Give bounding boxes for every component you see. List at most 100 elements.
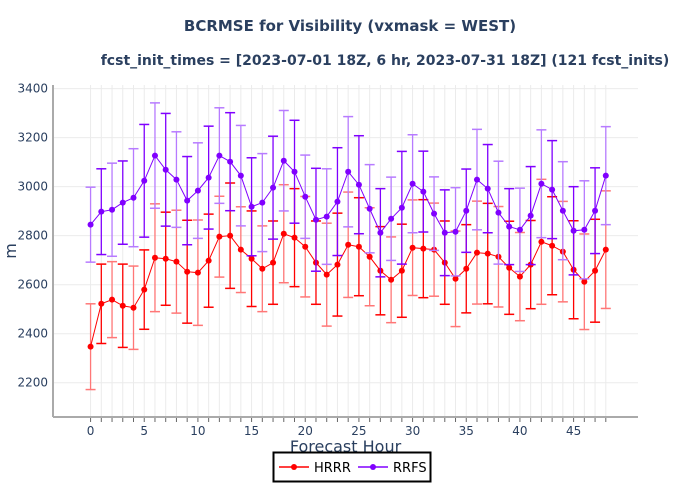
- hrrr-data-point: [538, 238, 545, 245]
- rrfs-data-point: [559, 207, 566, 214]
- hrrr-data-point: [141, 286, 148, 293]
- rrfs-data-point: [248, 203, 255, 210]
- rrfs-data-point: [441, 229, 448, 236]
- rrfs-data-point: [162, 166, 169, 173]
- x-axis-label: Forecast Hour: [290, 437, 402, 456]
- hrrr-data-point: [259, 265, 266, 272]
- rrfs-data-point: [355, 181, 362, 188]
- hrrr-data-point: [173, 258, 180, 265]
- hrrr-data-point: [302, 243, 309, 250]
- hrrr-data-point: [119, 302, 126, 309]
- rrfs-data-point: [98, 208, 105, 215]
- rrfs-data-point: [87, 221, 94, 228]
- rrfs-data-point: [280, 157, 287, 164]
- rrfs-data-point: [194, 187, 201, 194]
- rrfs-data-point: [205, 174, 212, 181]
- rrfs-data-point: [484, 185, 491, 192]
- rrfs-data-point: [592, 207, 599, 214]
- chart-subtitle: fcst_init_times = [2023-07-01 18Z, 6 hr,…: [100, 53, 670, 69]
- hrrr-data-point: [592, 267, 599, 274]
- rrfs-data-point: [527, 212, 534, 219]
- rrfs-data-point: [570, 227, 577, 234]
- y-axis-label: m: [1, 243, 20, 259]
- hrrr-data-point: [334, 261, 341, 268]
- hrrr-data-point: [452, 275, 459, 282]
- x-tick-label: 5: [140, 424, 148, 438]
- hrrr-data-point: [280, 230, 287, 237]
- x-tick-label: 15: [244, 424, 259, 438]
- rrfs-data-point: [409, 180, 416, 187]
- hrrr-data-point: [473, 249, 480, 256]
- hrrr-data-point: [216, 233, 223, 240]
- rrfs-data-point: [388, 215, 395, 222]
- hrrr-data-point: [398, 267, 405, 274]
- hrrr-data-point: [323, 271, 330, 278]
- x-tick-label: 10: [190, 424, 205, 438]
- rrfs-data-point: [323, 213, 330, 220]
- hrrr-data-point: [581, 278, 588, 285]
- hrrr-data-point: [270, 259, 277, 266]
- hrrr-data-point: [388, 276, 395, 283]
- y-tick-label: 3400: [17, 82, 48, 96]
- y-tick-label: 2600: [17, 278, 48, 292]
- hrrr-data-point: [130, 304, 137, 311]
- rrfs-legend-label: RRFS: [393, 461, 427, 476]
- rrfs-data-point: [602, 172, 609, 179]
- x-tick-label: 45: [566, 424, 581, 438]
- rrfs-data-point: [291, 168, 298, 175]
- rrfs-data-point: [431, 210, 438, 217]
- rrfs-data-point: [377, 229, 384, 236]
- rrfs-data-point: [473, 176, 480, 183]
- rrfs-data-point: [345, 168, 352, 175]
- rrfs-data-point: [495, 209, 502, 216]
- hrrr-legend-marker: [291, 464, 297, 470]
- hrrr-data-point: [227, 232, 234, 239]
- hrrr-data-point: [516, 273, 523, 280]
- hrrr-data-point: [602, 246, 609, 253]
- hrrr-data-point: [484, 250, 491, 257]
- chart-title: BCRMSE for Visibility (vxmask = WEST): [183, 17, 517, 35]
- hrrr-data-point: [98, 300, 105, 307]
- hrrr-data-point: [237, 246, 244, 253]
- rrfs-legend-marker: [370, 464, 376, 470]
- rrfs-data-point: [109, 206, 116, 213]
- rrfs-data-point: [216, 152, 223, 159]
- hrrr-data-point: [345, 241, 352, 248]
- rrfs-data-point: [581, 226, 588, 233]
- rrfs-data-point: [151, 152, 158, 159]
- hrrr-data-point: [109, 296, 116, 303]
- rrfs-data-point: [227, 158, 234, 165]
- rrfs-data-point: [119, 199, 126, 206]
- rrfs-data-point: [506, 223, 513, 230]
- rrfs-data-point: [184, 197, 191, 204]
- rrfs-data-point: [259, 199, 266, 206]
- rrfs-data-point: [130, 194, 137, 201]
- y-tick-label: 3200: [17, 131, 48, 145]
- rrfs-data-point: [538, 180, 545, 187]
- rrfs-data-point: [302, 193, 309, 200]
- hrrr-data-point: [87, 343, 94, 350]
- y-tick-label: 2800: [17, 229, 48, 243]
- rrfs-data-point: [516, 226, 523, 233]
- x-tick-label: 25: [351, 424, 366, 438]
- hrrr-data-point: [355, 243, 362, 250]
- y-tick-label: 2400: [17, 327, 48, 341]
- y-tick-label: 2200: [17, 376, 48, 390]
- hrrr-data-point: [291, 234, 298, 241]
- x-tick-label: 0: [87, 424, 95, 438]
- hrrr-data-point: [248, 255, 255, 262]
- hrrr-data-point: [205, 257, 212, 264]
- x-tick-label: 40: [512, 424, 527, 438]
- rrfs-data-point: [141, 177, 148, 184]
- hrrr-data-point: [549, 242, 556, 249]
- y-tick-label: 3000: [17, 180, 48, 194]
- rrfs-data-point: [270, 184, 277, 191]
- rrfs-data-point: [173, 176, 180, 183]
- rrfs-data-point: [463, 207, 470, 214]
- hrrr-data-point: [162, 255, 169, 262]
- rrfs-data-point: [452, 228, 459, 235]
- rrfs-data-point: [549, 186, 556, 193]
- hrrr-data-point: [194, 269, 201, 276]
